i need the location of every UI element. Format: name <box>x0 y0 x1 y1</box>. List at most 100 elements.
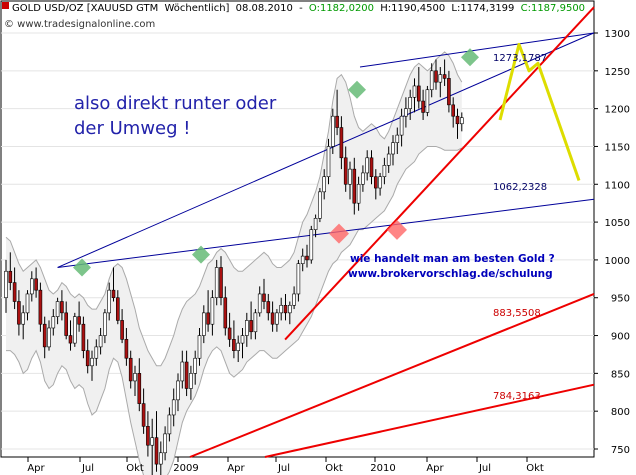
candle-up <box>197 335 202 359</box>
candle-down <box>283 304 288 314</box>
x-tick-label: 2009 <box>173 463 198 474</box>
pivot-red <box>329 223 349 244</box>
candle-up <box>391 142 395 155</box>
candle-down <box>442 74 447 79</box>
y-tick-label: 950 <box>611 294 630 305</box>
candle-down <box>38 289 43 325</box>
candle-up <box>25 293 30 314</box>
pivot-green <box>461 48 479 67</box>
candle-up <box>193 357 197 374</box>
candle-up <box>287 304 292 314</box>
pivot-green <box>348 80 366 99</box>
candle-up <box>330 115 335 147</box>
x-tick-label: Okt <box>325 463 343 474</box>
y-tick-label: 900 <box>611 332 630 343</box>
candle-up <box>133 373 137 382</box>
candle-up <box>386 153 391 166</box>
candle-down <box>421 100 425 113</box>
pivot-red <box>387 219 407 240</box>
channel-lines <box>57 6 595 458</box>
candle-up <box>73 316 77 344</box>
x-tick-label: Okt <box>526 463 544 474</box>
candle-up <box>408 96 413 109</box>
candle-up <box>214 267 219 299</box>
candle-down <box>352 168 357 204</box>
candle-up <box>361 172 365 185</box>
y-axis: 750 800 850 900 950 1000 1050 1100 1150 1200 1250 1… <box>594 29 630 456</box>
candle-down <box>120 320 124 340</box>
candle-down <box>8 270 13 283</box>
candle-up <box>309 229 314 261</box>
candle-up <box>150 437 154 446</box>
x-tick-label: Jul <box>81 463 94 474</box>
candle-up <box>399 115 404 136</box>
candle-down <box>373 176 378 189</box>
red-line-value-1: 883,5508 <box>493 308 541 319</box>
candle-up <box>159 452 163 465</box>
x-tick-label: Apr <box>227 463 245 474</box>
candle-down <box>124 339 129 359</box>
candle-up <box>94 346 99 359</box>
candle-down <box>60 301 64 314</box>
channel-lower-line <box>57 198 595 268</box>
candle-down <box>223 297 228 329</box>
candle-down <box>128 357 133 382</box>
y-tick-label: 850 <box>611 369 630 380</box>
candle-up <box>438 74 443 83</box>
y-tick-label: 800 <box>611 407 630 418</box>
candle-down <box>77 316 81 325</box>
candle-down <box>339 127 344 159</box>
promo-line-2: www.brokervorschlag.de/schulung <box>348 268 553 280</box>
bollinger-lower <box>6 145 463 475</box>
candle-up <box>257 293 262 314</box>
header-bar: GOLD USD/OZ [XAUUSD GTM Wöchentlich] 08.… <box>2 2 585 30</box>
y-tick-label: 1100 <box>605 180 630 191</box>
candle-up <box>382 165 387 178</box>
candle-down <box>81 323 86 351</box>
comment-line-1: also direkt runter oder <box>74 93 277 114</box>
candle-down <box>249 320 253 333</box>
header-date: 08.08.2010 <box>236 3 293 14</box>
candle-up <box>395 134 400 143</box>
candle-up <box>429 70 434 91</box>
candle-up <box>180 361 185 382</box>
candle-down <box>369 157 374 178</box>
header-close: C:1187,9500 <box>521 3 585 14</box>
candle-up <box>365 157 370 174</box>
candle-down <box>447 78 451 106</box>
candle-down <box>111 289 116 299</box>
candle-up <box>236 342 240 351</box>
candle-up <box>55 301 60 317</box>
candle-down <box>335 115 339 128</box>
y-tick-label: 1250 <box>605 67 630 78</box>
y-tick-label: 1050 <box>605 218 630 229</box>
x-tick-label: 2010 <box>370 463 395 474</box>
candle-up <box>412 85 417 98</box>
candle-up <box>98 335 103 348</box>
candle-up <box>348 168 352 185</box>
candle-up <box>51 316 56 329</box>
channel-top-line <box>359 32 595 68</box>
y-tick-label: 750 <box>611 445 630 456</box>
candle-up <box>167 414 172 435</box>
candle-down <box>34 278 38 291</box>
candle-down <box>141 403 146 427</box>
promo-line-1: wie handelt man am besten Gold ? <box>350 253 555 265</box>
header-period: Wöchentlich] <box>164 3 229 14</box>
candle-down <box>232 339 236 351</box>
header-symbol-icon <box>2 2 9 9</box>
pivot-green <box>73 258 91 277</box>
header-open: O:1182,0200 <box>309 3 374 14</box>
candle-down <box>116 297 120 321</box>
candle-up <box>103 312 107 336</box>
candle-up <box>292 293 296 306</box>
header-low: L:1174,3199 <box>451 3 514 14</box>
candle-up <box>322 176 327 193</box>
candle-up <box>313 218 318 230</box>
candle-down <box>416 85 421 102</box>
bollinger-band <box>5 51 463 475</box>
candle-down <box>266 301 271 314</box>
candle-down <box>154 437 159 465</box>
y-tick-label: 1300 <box>605 29 630 40</box>
candle-down <box>343 157 348 185</box>
